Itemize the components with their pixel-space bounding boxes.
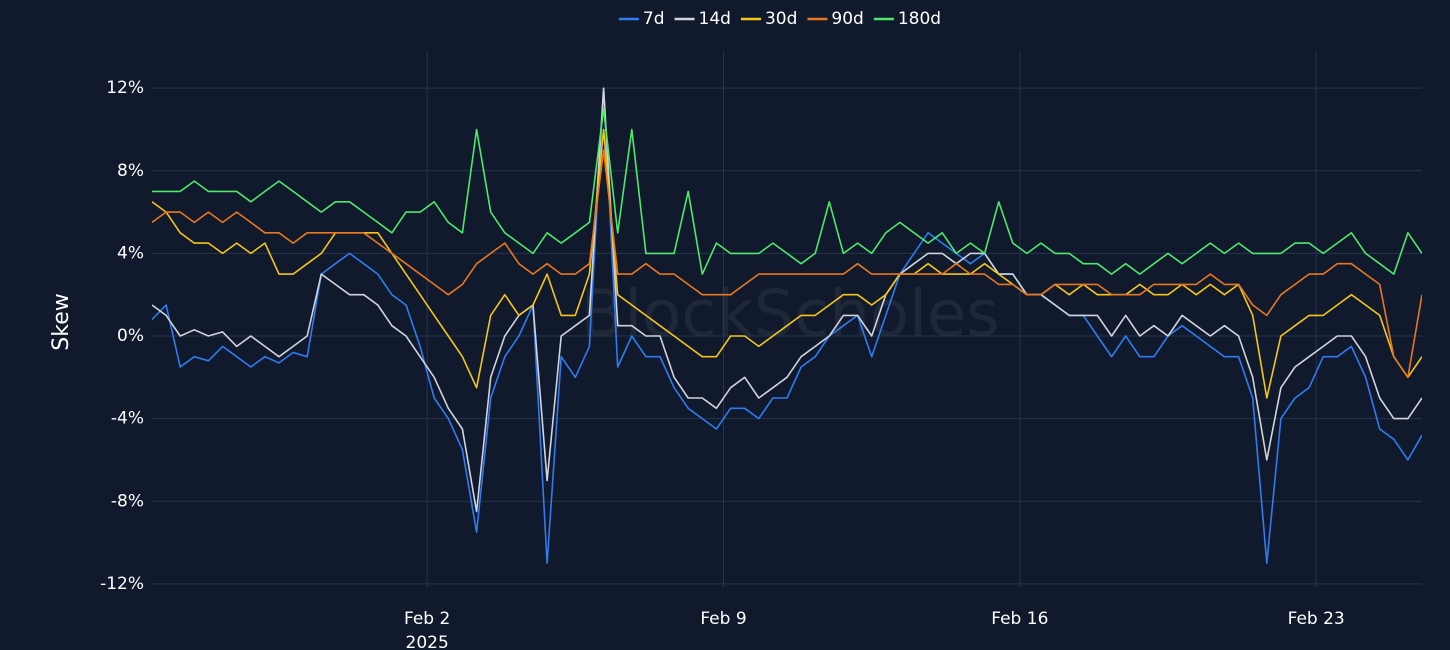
y-tick-label: -8% (111, 491, 144, 511)
y-tick-label: 12% (106, 78, 144, 98)
x-tick-label: Feb 23 (1288, 609, 1345, 629)
y-tick-label: 4% (117, 243, 144, 263)
legend-label: 90d (831, 9, 863, 29)
legend-label: 14d (699, 9, 731, 29)
y-axis-title: Skew (49, 293, 74, 350)
legend-label: 30d (765, 9, 797, 29)
legend-item: 30d (740, 9, 797, 29)
plot-area (152, 87, 1422, 564)
legend-label: 7d (643, 9, 665, 29)
watermark: BlockScholes (580, 278, 999, 352)
legend-item: 180d (873, 9, 941, 29)
x-tick-label: Feb 9 (700, 609, 746, 629)
y-tick-label: -4% (111, 409, 144, 429)
x-tick-label: Feb 2 2025 (404, 609, 450, 650)
legend-item: 7d (618, 9, 665, 29)
y-tick-label: 8% (117, 161, 144, 181)
legend-label: 180d (898, 9, 941, 29)
series-line (152, 108, 1422, 275)
legend: 7d 14d 30d 90d 180d (618, 9, 941, 29)
legend-item: 90d (807, 9, 864, 29)
series-line (152, 149, 1422, 379)
legend-item: 14d (674, 9, 731, 29)
x-tick-label: Feb 16 (991, 609, 1048, 629)
y-tick-label: 0% (117, 326, 144, 346)
series-line (152, 87, 1422, 513)
y-tick-label: -12% (100, 574, 144, 594)
series-line (152, 87, 1422, 564)
